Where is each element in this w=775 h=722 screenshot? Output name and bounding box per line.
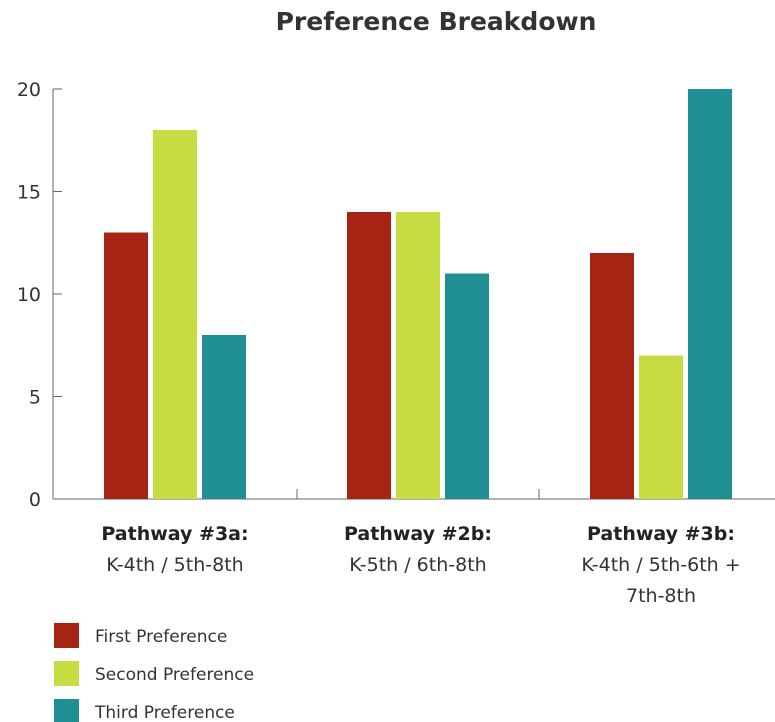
- legend: First Preference Second Preference Third P…: [54, 623, 254, 722]
- bar-second-preference-2: [396, 212, 440, 499]
- category-label: Pathway #3a:: [101, 523, 248, 545]
- legend-swatch: [54, 661, 79, 686]
- category-sublabel: K-5th / 6th-8th: [349, 554, 486, 576]
- category-label: Pathway #3b:: [587, 523, 735, 545]
- bar-third-preference-3: [688, 89, 732, 499]
- chart-title: Preference Breakdown: [276, 7, 597, 36]
- bar-third-preference-2: [445, 273, 489, 499]
- y-tick-label: 20: [17, 79, 41, 101]
- bar-third-preference-1: [202, 335, 246, 499]
- y-tick-label: 0: [29, 489, 41, 511]
- legend-label: First Preference: [95, 627, 227, 647]
- bar-first-preference-3: [590, 253, 634, 499]
- legend-swatch: [54, 623, 79, 648]
- bars: [104, 89, 732, 499]
- y-tick-label: 5: [29, 387, 41, 409]
- bar-second-preference-1: [153, 130, 197, 499]
- legend-swatch: [54, 699, 79, 722]
- bar-first-preference-1: [104, 232, 148, 499]
- y-tick-label: 10: [17, 284, 41, 306]
- category-sublabel: 7th-8th: [626, 585, 696, 607]
- legend-label: Second Preference: [95, 665, 254, 685]
- bar-second-preference-3: [639, 355, 683, 499]
- legend-label: Third Preference: [94, 703, 235, 722]
- category-sublabel: K-4th / 5th-6th +: [581, 554, 740, 576]
- category-sublabel: K-4th / 5th-8th: [106, 554, 243, 576]
- category-label: Pathway #2b:: [344, 523, 492, 545]
- category-labels: Pathway #3a: K-4th / 5th-8th Pathway #2b: K…: [101, 523, 740, 607]
- bar-first-preference-2: [347, 212, 391, 499]
- y-tick-label: 15: [17, 182, 41, 204]
